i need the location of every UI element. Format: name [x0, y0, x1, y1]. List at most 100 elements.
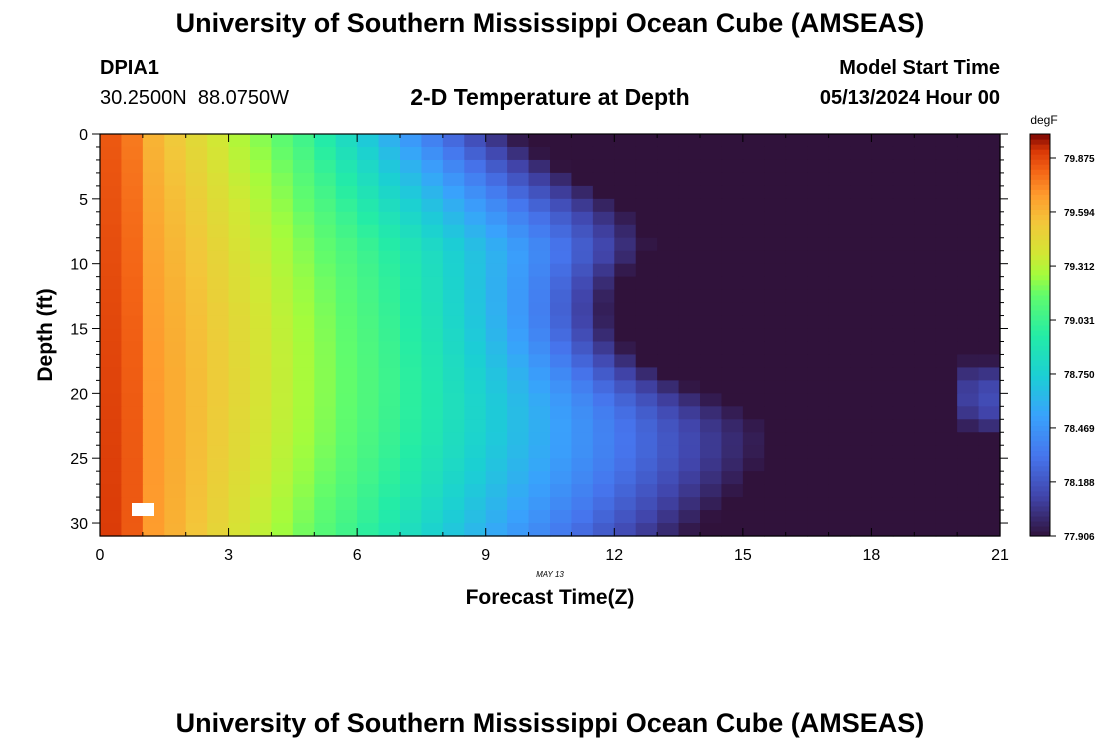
- heatmap-cell: [121, 393, 143, 407]
- heatmap-cell: [550, 303, 572, 317]
- heatmap-cell: [293, 445, 315, 459]
- heatmap-cell: [529, 238, 551, 252]
- heatmap-cell: [743, 341, 765, 355]
- heatmap-cell: [357, 316, 379, 330]
- heatmap-cell: [679, 354, 701, 368]
- heatmap-cell: [293, 367, 315, 381]
- heatmap-cell: [550, 432, 572, 446]
- heatmap-cell: [143, 406, 165, 420]
- heatmap-cell: [100, 212, 122, 226]
- heatmap-cell: [121, 523, 143, 537]
- heatmap-cell: [657, 173, 679, 187]
- heatmap-cell: [893, 510, 915, 524]
- heatmap-cell: [764, 251, 786, 265]
- heatmap-cell: [979, 432, 1001, 446]
- heatmap-cell: [379, 406, 401, 420]
- heatmap-cell: [721, 212, 743, 226]
- heatmap-cell: [550, 238, 572, 252]
- heatmap-cell: [379, 510, 401, 524]
- heatmap-cell: [529, 186, 551, 200]
- heatmap-cell: [893, 251, 915, 265]
- heatmap-cell: [829, 186, 851, 200]
- heatmap-cell: [164, 393, 186, 407]
- heatmap-cell: [357, 341, 379, 355]
- heatmap-cell: [186, 303, 208, 317]
- heatmap-cell: [914, 419, 936, 433]
- heatmap-cell: [336, 458, 358, 472]
- heatmap-cell: [871, 393, 893, 407]
- heatmap-cell: [850, 316, 872, 330]
- heatmap-cell: [871, 212, 893, 226]
- heatmap-cell: [786, 264, 808, 278]
- x-tick-label: 12: [605, 547, 623, 564]
- heatmap-cell: [143, 419, 165, 433]
- heatmap-cell: [336, 406, 358, 420]
- heatmap-cell: [207, 147, 229, 161]
- heatmap-cell: [207, 134, 229, 148]
- heatmap-cell: [614, 354, 636, 368]
- colorbar-swatch: [1030, 310, 1050, 316]
- heatmap-cell: [529, 432, 551, 446]
- heatmap-cell: [379, 393, 401, 407]
- heatmap-cell: [807, 393, 829, 407]
- heatmap-cell: [121, 134, 143, 148]
- heatmap-cell: [893, 303, 915, 317]
- heatmap-cell: [121, 316, 143, 330]
- heatmap-cell: [229, 225, 251, 239]
- heatmap-cell: [764, 199, 786, 213]
- colorbar-swatch: [1030, 265, 1050, 271]
- heatmap-cell: [807, 432, 829, 446]
- heatmap-cell: [379, 329, 401, 343]
- heatmap-cell: [850, 173, 872, 187]
- colorbar-swatch: [1030, 204, 1050, 210]
- heatmap-cell: [336, 432, 358, 446]
- heatmap-cell: [614, 432, 636, 446]
- heatmap-cell: [593, 277, 615, 291]
- heatmap-cell: [186, 471, 208, 485]
- heatmap-cell: [250, 393, 272, 407]
- heatmap-cell: [143, 134, 165, 148]
- heatmap-cell: [936, 290, 958, 304]
- heatmap-cell: [529, 458, 551, 472]
- colorbar-tick-label: 77.906: [1064, 532, 1095, 543]
- colorbar-swatch: [1030, 375, 1050, 381]
- heatmap-cell: [314, 316, 336, 330]
- heatmap-cell: [614, 225, 636, 239]
- heatmap-cell: [400, 471, 422, 485]
- heatmap-cell: [957, 238, 979, 252]
- heatmap-cell: [207, 445, 229, 459]
- heatmap-cell: [164, 445, 186, 459]
- heatmap-cell: [550, 173, 572, 187]
- y-tick-label: 20: [70, 386, 88, 403]
- heatmap-cell: [229, 419, 251, 433]
- colorbar-swatch: [1030, 240, 1050, 246]
- heatmap-cell: [700, 393, 722, 407]
- heatmap-cell: [400, 303, 422, 317]
- heatmap-cell: [786, 367, 808, 381]
- heatmap-cell: [657, 471, 679, 485]
- heatmap-cell: [400, 290, 422, 304]
- heatmap-cell: [486, 497, 508, 511]
- heatmap-cell: [293, 341, 315, 355]
- heatmap-cell: [721, 264, 743, 278]
- heatmap-cell: [850, 419, 872, 433]
- colorbar-swatch: [1030, 496, 1050, 502]
- heatmap-cell: [336, 354, 358, 368]
- heatmap-cell: [807, 147, 829, 161]
- heatmap-cell: [593, 380, 615, 394]
- heatmap-cell: [486, 264, 508, 278]
- heatmap-cell: [293, 160, 315, 174]
- heatmap-cell: [979, 393, 1001, 407]
- heatmap-cell: [357, 173, 379, 187]
- heatmap-cell: [593, 432, 615, 446]
- heatmap-cell: [957, 445, 979, 459]
- heatmap-cell: [786, 238, 808, 252]
- heatmap-cell: [871, 497, 893, 511]
- heatmap-cell: [850, 290, 872, 304]
- heatmap-cell: [186, 523, 208, 537]
- heatmap-cell: [229, 367, 251, 381]
- heatmap-cell: [271, 134, 293, 148]
- heatmap-cell: [679, 497, 701, 511]
- heatmap-cell: [164, 341, 186, 355]
- heatmap-cell: [464, 367, 486, 381]
